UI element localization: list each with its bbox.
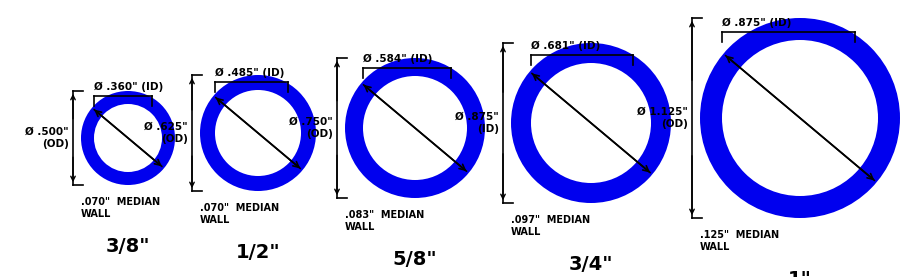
Text: Ø .625"
(OD): Ø .625" (OD) [144,122,188,144]
Circle shape [215,90,301,176]
Circle shape [94,104,162,172]
Text: Ø .360" (ID): Ø .360" (ID) [94,82,163,92]
Text: .083"  MEDIAN
WALL: .083" MEDIAN WALL [345,210,425,232]
Text: .125"  MEDIAN
WALL: .125" MEDIAN WALL [700,230,779,252]
Text: .097"  MEDIAN
WALL: .097" MEDIAN WALL [511,215,591,237]
Circle shape [81,91,175,185]
Text: Ø .485" (ID): Ø .485" (ID) [215,68,284,78]
Text: Ø .500"
(OD): Ø .500" (OD) [26,127,69,149]
Text: 3/4": 3/4" [569,255,613,274]
Text: Ø .681" (ID): Ø .681" (ID) [531,41,601,51]
Text: Ø .875"
(ID): Ø .875" (ID) [455,112,499,134]
Text: 1": 1" [788,270,812,277]
Text: 1/2": 1/2" [236,243,281,262]
Text: Ø .584" (ID): Ø .584" (ID) [363,54,433,64]
Text: 5/8": 5/8" [392,250,437,269]
Text: Ø .875" (ID): Ø .875" (ID) [722,18,791,28]
Text: .070"  MEDIAN
WALL: .070" MEDIAN WALL [81,197,160,219]
Text: Ø .750"
(OD): Ø .750" (OD) [289,117,333,139]
Circle shape [511,43,671,203]
Text: 3/8": 3/8" [105,237,150,256]
Circle shape [363,76,467,180]
Circle shape [722,40,878,196]
Circle shape [200,75,316,191]
Circle shape [345,58,485,198]
Text: .070"  MEDIAN
WALL: .070" MEDIAN WALL [200,203,279,225]
Text: Ø 1.125"
(OD): Ø 1.125" (OD) [637,107,688,129]
Circle shape [531,63,651,183]
Circle shape [700,18,900,218]
